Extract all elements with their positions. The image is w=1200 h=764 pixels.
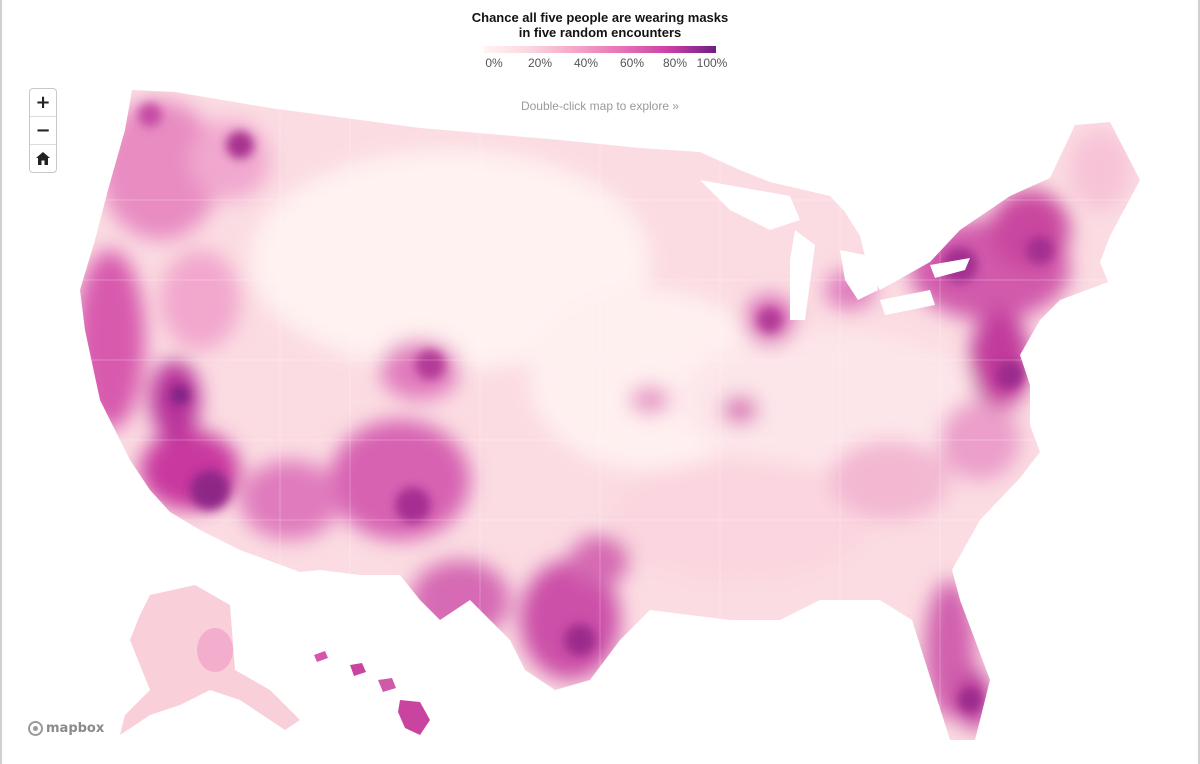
legend-title: Chance all five people are wearing masks… [460, 10, 740, 40]
right-frame-border [1198, 0, 1200, 764]
legend-tick: 40% [573, 56, 599, 70]
hawaii [314, 651, 430, 735]
legend: Chance all five people are wearing masks… [460, 10, 740, 70]
legend-title-line1: Chance all five people are wearing masks [471, 10, 729, 25]
explore-hint: Double-click map to explore » [520, 99, 680, 113]
left-frame-border [0, 0, 2, 764]
zoom-in-button[interactable]: + [30, 89, 56, 117]
mapbox-label: mapbox [46, 721, 105, 736]
great-lakes [700, 180, 970, 320]
legend-tick: 60% [619, 56, 645, 70]
legend-tick: 0% [485, 56, 503, 70]
legend-color-scale [484, 46, 716, 53]
alaska-anchorage [197, 628, 233, 672]
zoom-out-button[interactable]: − [30, 117, 56, 145]
legend-tick: 80% [662, 56, 688, 70]
legend-ticks: 0% 20% 40% 60% 80% 100% [480, 56, 727, 70]
map-zoom-controls: + − [30, 89, 56, 172]
legend-tick: 100% [696, 56, 728, 70]
home-icon [36, 152, 50, 165]
home-button[interactable] [30, 145, 56, 172]
legend-title-line2: in five random encounters [518, 25, 682, 40]
mapbox-attribution[interactable]: mapbox [28, 721, 104, 736]
hotspots [138, 103, 1054, 712]
legend-tick: 20% [527, 56, 553, 70]
mapbox-logo-icon [28, 721, 43, 736]
